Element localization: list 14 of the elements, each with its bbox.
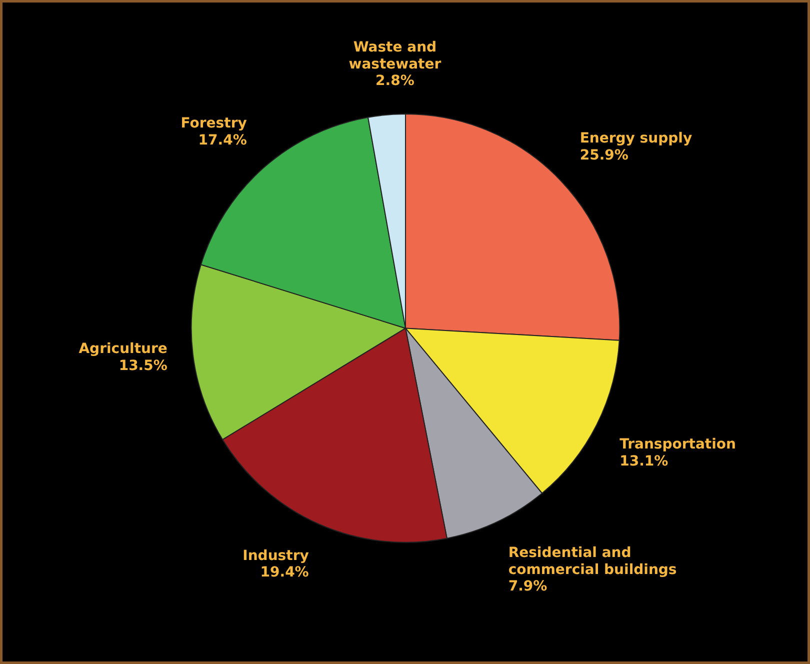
slice-label: Forestry: [180, 115, 247, 132]
data-label: 19.4%: [260, 564, 309, 581]
data-label: 13.5%: [118, 358, 168, 374]
slice-label: Residential and commercial buildings: [508, 544, 677, 578]
slice-label: Energy supply: [580, 130, 692, 147]
data-label: 7.9%: [508, 578, 548, 595]
slice-label: Industry: [242, 548, 309, 564]
data-label: 25.9%: [580, 147, 628, 164]
data-label: 13.1%: [620, 453, 668, 470]
slice-label: Waste and wastewater: [348, 40, 442, 72]
data-label: 17.4%: [198, 132, 247, 148]
slice-label: Transportation: [620, 436, 736, 452]
data-label: 2.8%: [376, 73, 414, 90]
slice-label: Agriculture: [78, 341, 168, 358]
